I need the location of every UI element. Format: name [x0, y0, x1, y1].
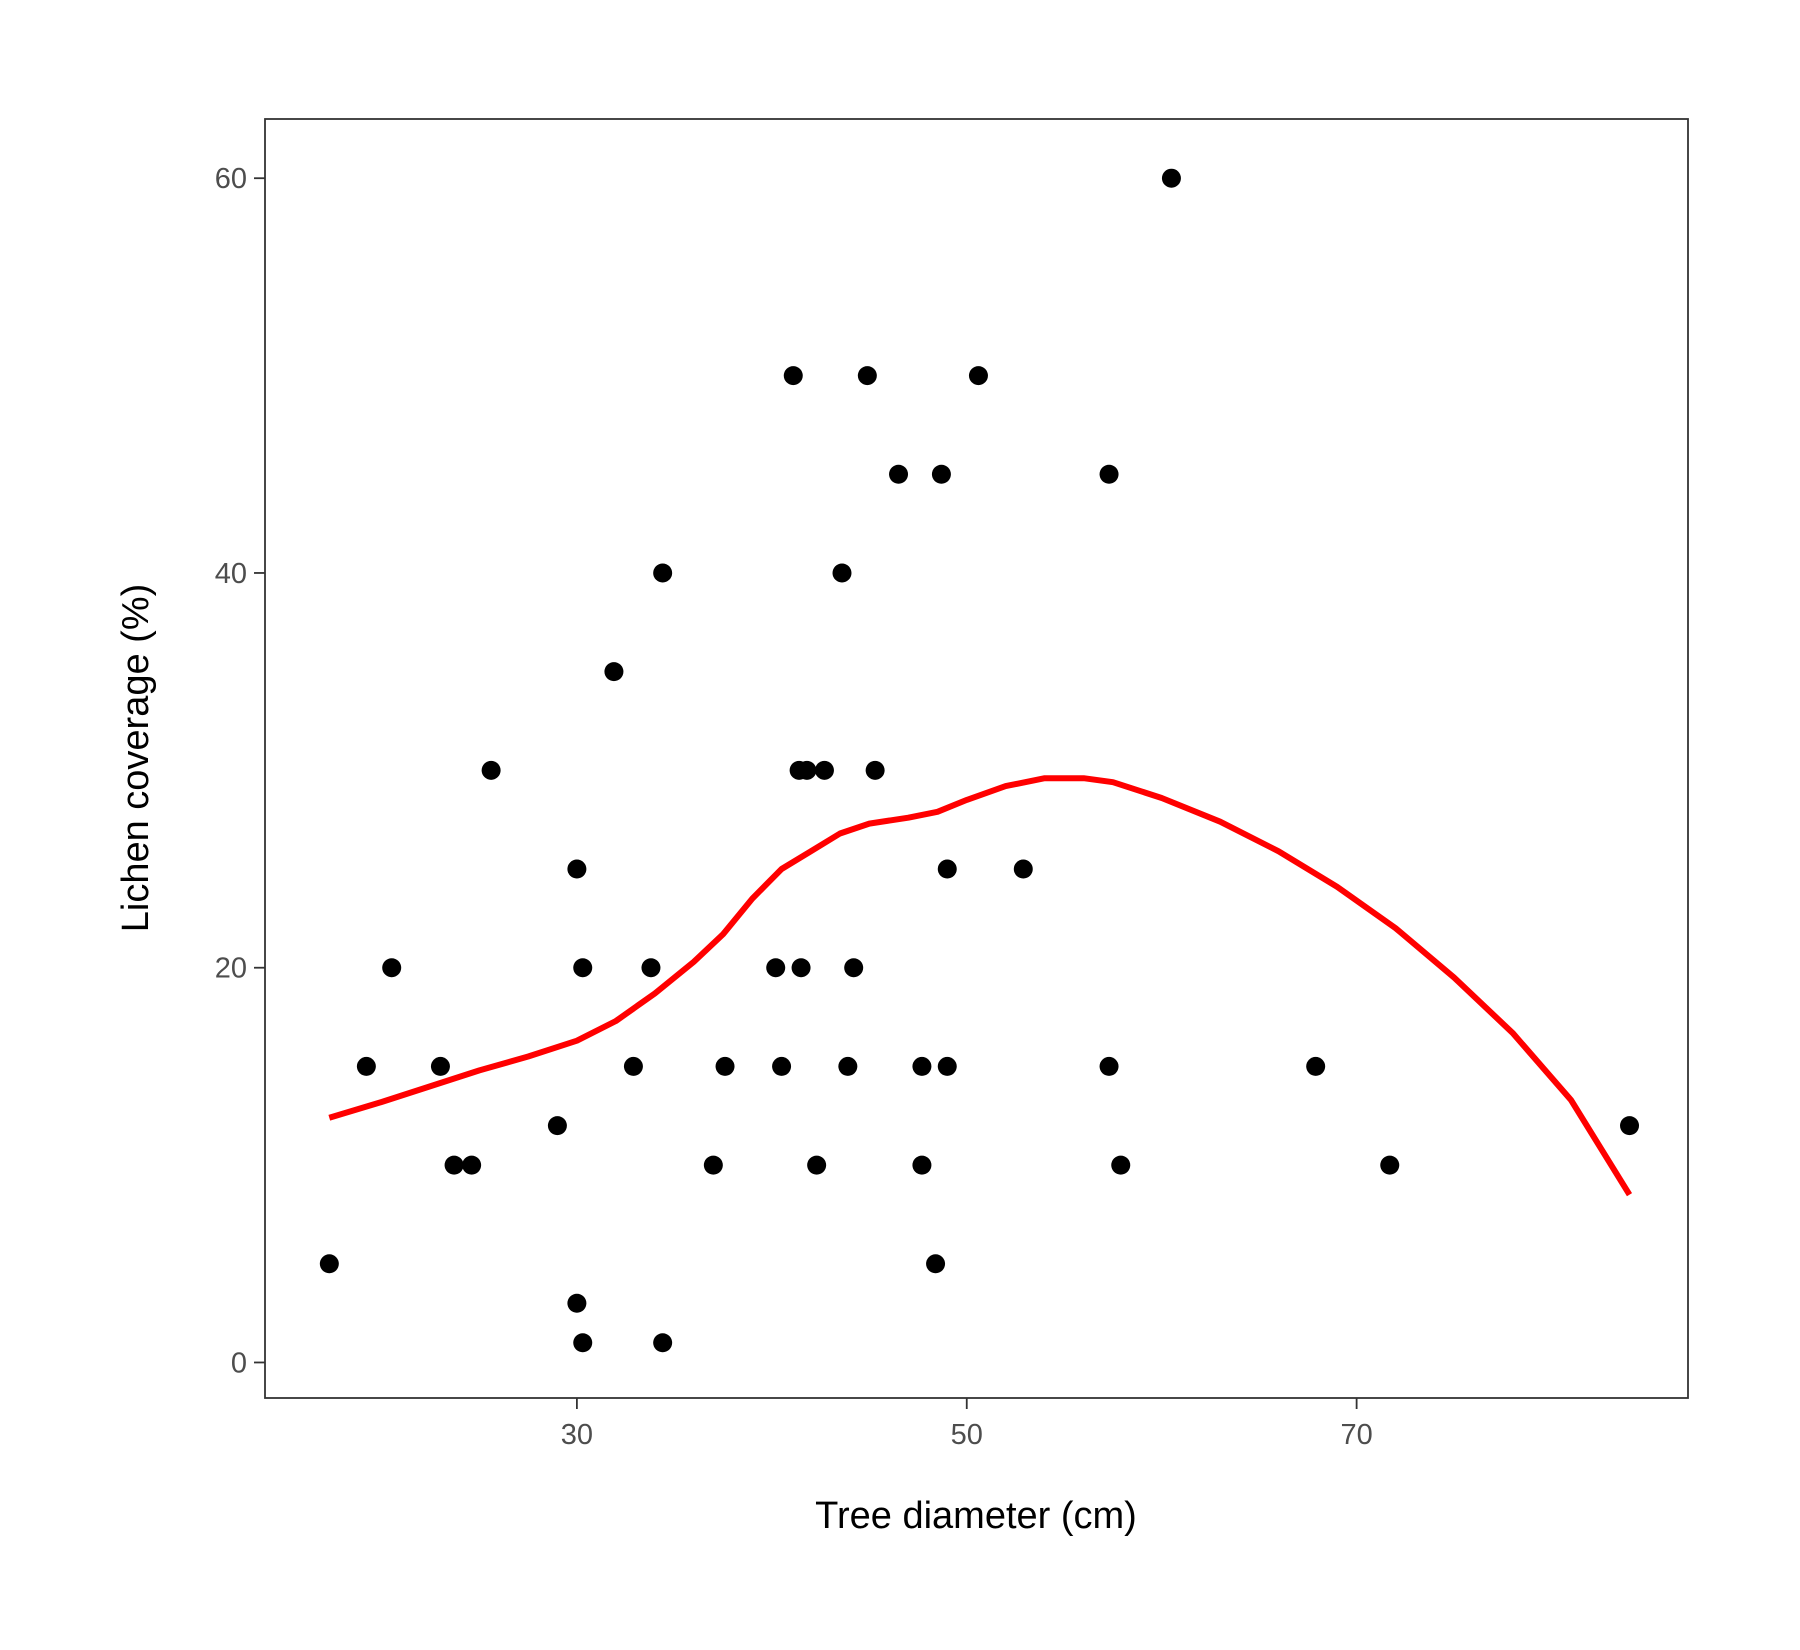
data-point	[573, 958, 593, 978]
data-point	[807, 1155, 827, 1175]
data-point	[382, 958, 402, 978]
data-point	[567, 859, 587, 879]
data-point	[931, 464, 951, 484]
x-tick-label: 70	[1340, 1419, 1372, 1451]
y-tick-label: 0	[231, 1347, 247, 1379]
plot-panel	[264, 118, 1689, 1399]
x-tick-label: 30	[561, 1419, 593, 1451]
data-point	[844, 958, 864, 978]
data-point	[1099, 464, 1119, 484]
x-axis-ticks: 30 50 70	[561, 1398, 1373, 1451]
data-point	[889, 464, 909, 484]
data-point	[1161, 168, 1181, 188]
data-point	[937, 859, 957, 879]
data-point	[1099, 1056, 1119, 1076]
y-axis-title: Lichen coverage (%)	[115, 584, 157, 933]
data-point	[703, 1155, 723, 1175]
data-point	[797, 760, 817, 780]
data-point	[937, 1056, 957, 1076]
data-point	[1306, 1056, 1326, 1076]
data-point	[1111, 1155, 1131, 1175]
data-point	[641, 958, 661, 978]
data-point	[462, 1155, 482, 1175]
data-point	[791, 958, 811, 978]
data-point	[832, 563, 852, 583]
data-point	[653, 1333, 673, 1353]
data-point	[814, 760, 834, 780]
x-axis-title: Tree diameter (cm)	[815, 1495, 1137, 1537]
data-point	[772, 1056, 792, 1076]
data-point	[1380, 1155, 1400, 1175]
data-point	[857, 366, 877, 386]
y-tick-label: 20	[215, 953, 247, 985]
data-point	[444, 1155, 464, 1175]
data-points	[319, 168, 1640, 1353]
data-point	[1620, 1116, 1640, 1136]
data-point	[604, 662, 624, 682]
data-point	[356, 1056, 376, 1076]
data-point	[547, 1116, 567, 1136]
smooth-line	[328, 775, 1633, 1197]
data-point	[1013, 859, 1033, 879]
data-point	[783, 366, 803, 386]
data-point	[481, 760, 501, 780]
data-point	[926, 1254, 946, 1274]
data-point	[838, 1056, 858, 1076]
y-axis-ticks: 0 20 40 60	[215, 163, 265, 1379]
data-point	[912, 1056, 932, 1076]
data-point	[653, 563, 673, 583]
data-point	[715, 1056, 735, 1076]
data-point	[912, 1155, 932, 1175]
data-point	[573, 1333, 593, 1353]
y-tick-label: 60	[215, 163, 247, 195]
x-tick-label: 50	[951, 1419, 983, 1451]
data-point	[319, 1254, 339, 1274]
data-point	[567, 1293, 587, 1313]
data-point	[430, 1056, 450, 1076]
data-point	[968, 366, 988, 386]
data-point	[623, 1056, 643, 1076]
data-point	[865, 760, 885, 780]
y-tick-label: 40	[215, 558, 247, 590]
data-point	[766, 958, 786, 978]
